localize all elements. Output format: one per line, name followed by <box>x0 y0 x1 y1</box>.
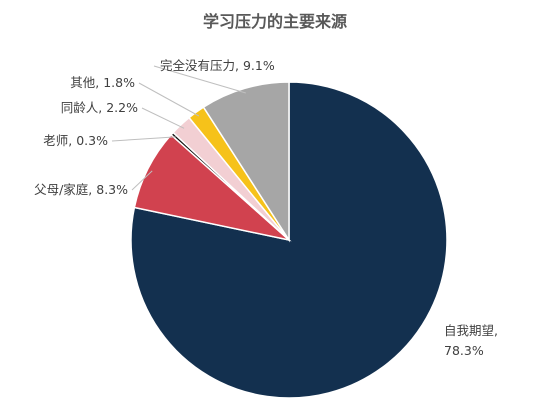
slice-label-1-line-0: 父母/家庭, 8.3% <box>34 182 128 197</box>
leader-line-1 <box>131 170 153 191</box>
slice-label-3-line-0: 同龄人, 2.2% <box>61 100 138 115</box>
leader-line-4 <box>138 82 200 117</box>
slice-labels: 自我期望, 78.3% 父母/家庭, 8.3% 老师, 0.3% 同龄人, 2.2% 其他… <box>34 58 498 358</box>
slice-label-2-line-0: 老师, 0.3% <box>43 133 108 148</box>
pie-slice-0 <box>130 81 448 399</box>
pie-slice-5 <box>202 81 290 243</box>
slice-label-0-line-0: 自我期望, <box>444 323 498 338</box>
slice-label-4-line-0: 其他, 1.8% <box>70 75 135 90</box>
chart-title: 学习压力的主要来源 <box>203 12 347 31</box>
leader-line-5 <box>153 65 246 94</box>
leader-line-2 <box>111 136 176 142</box>
leader-line-3 <box>141 107 185 129</box>
slice-label-5-line-0: 完全没有压力, 9.1% <box>160 58 275 73</box>
pie-slices <box>130 81 448 399</box>
slice-label-0-line-1: 78.3% <box>444 343 484 358</box>
leader-lines <box>111 65 246 191</box>
